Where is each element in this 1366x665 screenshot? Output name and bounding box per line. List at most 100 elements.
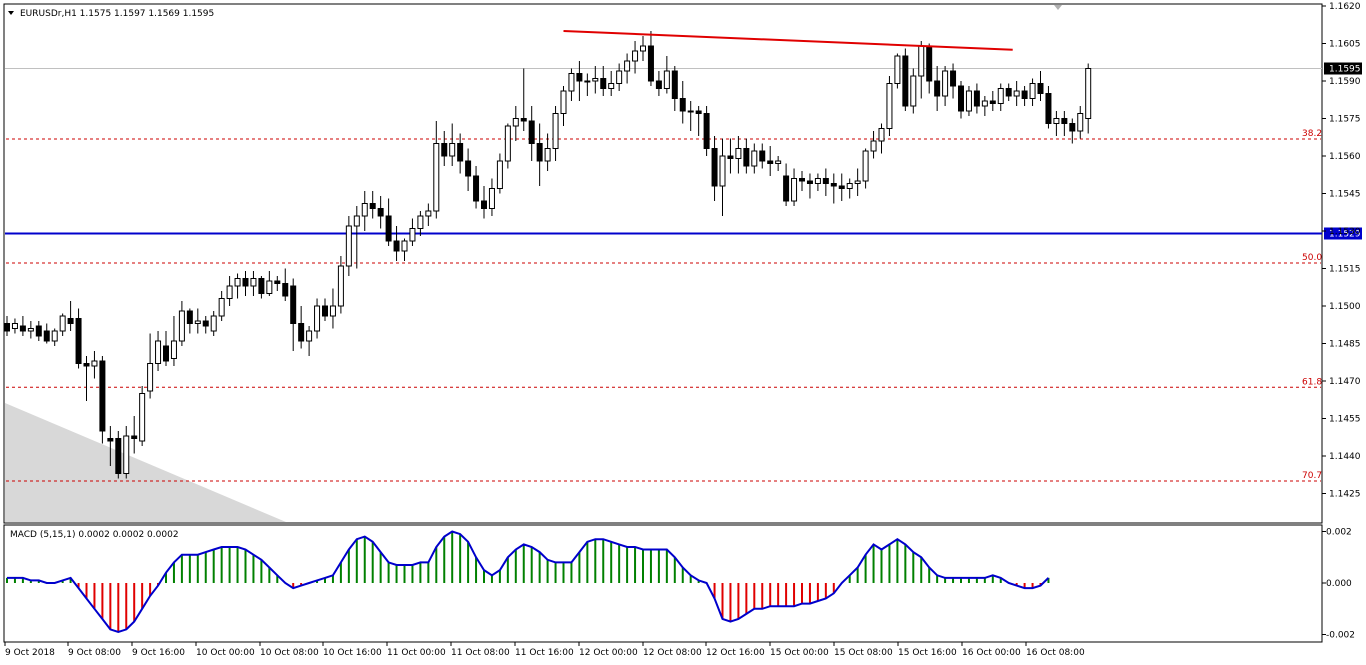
- price-tick-label: 1.1515: [1329, 265, 1361, 275]
- bearish-candle: [576, 73, 583, 82]
- bearish-candle: [799, 178, 805, 182]
- bullish-candle: [329, 305, 336, 317]
- bearish-candle: [830, 183, 837, 187]
- bullish-candle: [11, 323, 18, 329]
- bearish-candle: [83, 363, 90, 367]
- bearish-candle: [806, 180, 813, 184]
- bullish-candle: [51, 330, 58, 342]
- bullish-candle: [488, 188, 495, 209]
- bullish-candle: [449, 143, 456, 157]
- price-tick-label: 1.1500: [1329, 302, 1361, 312]
- bearish-candle: [441, 143, 448, 157]
- bullish-candle: [814, 178, 821, 184]
- bearish-candle: [783, 175, 790, 202]
- bearish-candle: [727, 155, 734, 159]
- bearish-candle: [298, 323, 305, 342]
- bearish-candle: [902, 55, 909, 107]
- time-tick-label: 15 Oct 08:00: [834, 648, 893, 658]
- bullish-candle: [632, 50, 639, 62]
- time-tick-label: 16 Oct 08:00: [1026, 648, 1085, 658]
- fib-level-label: 61.8: [1302, 377, 1322, 387]
- bearish-candle: [4, 323, 10, 332]
- chart-menu-triangle-icon[interactable]: [8, 11, 14, 15]
- time-axis: 9 Oct 2018 9 Oct 08:00 9 Oct 16:00 10 Oct 0…: [4, 642, 1085, 658]
- bearish-candle: [1061, 118, 1068, 124]
- bullish-candle: [846, 183, 853, 189]
- macd-tick-label: 0.002: [1326, 528, 1352, 538]
- bearish-candle: [258, 278, 265, 294]
- macd-panel[interactable]: MACD (5,15,1) 0.0002 0.0002 0.0002 0.002…: [3, 524, 1355, 643]
- candlesticks: [4, 31, 1092, 479]
- bullish-candle: [862, 150, 869, 182]
- bullish-candle: [568, 73, 575, 92]
- bearish-candle: [1069, 123, 1076, 132]
- shaded-triangle-region: [5, 403, 286, 522]
- price-tick-label: 1.1560: [1329, 152, 1361, 162]
- bearish-candle: [1037, 83, 1044, 94]
- bullish-candle: [997, 88, 1004, 104]
- bearish-candle: [35, 325, 42, 337]
- bullish-candle: [504, 125, 511, 162]
- bearish-candle: [1021, 90, 1028, 99]
- time-tick-label: 10 Oct 16:00: [323, 648, 382, 658]
- bearish-candle: [75, 318, 82, 364]
- time-tick-label: 11 Oct 00:00: [387, 648, 446, 658]
- bullish-candle: [1077, 113, 1084, 132]
- bullish-candle: [775, 160, 782, 164]
- bullish-candle: [210, 315, 217, 332]
- bearish-candle: [695, 110, 702, 114]
- time-tick-label: 12 Oct 08:00: [643, 648, 702, 658]
- price-tick-label: 1.1575: [1329, 115, 1361, 125]
- time-tick-label: 11 Oct 16:00: [515, 648, 574, 658]
- bearish-candle: [19, 325, 26, 332]
- price-tick-label: 1.1440: [1329, 452, 1361, 462]
- bearish-candle: [600, 78, 607, 89]
- bullish-candle: [123, 435, 130, 474]
- bearish-candle: [1045, 93, 1052, 124]
- macd-signal-line: [7, 530, 1050, 633]
- bullish-candle: [314, 305, 321, 332]
- price-tick-label: 1.1470: [1329, 377, 1361, 387]
- bullish-candle: [608, 83, 615, 89]
- bearish-candle: [838, 185, 845, 189]
- bullish-candle: [560, 90, 567, 114]
- bullish-candle: [91, 360, 98, 367]
- bullish-candle: [616, 70, 623, 84]
- bearish-candle: [457, 143, 464, 162]
- current-price-label: 1.1595: [1329, 65, 1361, 75]
- price-tick-label: 1.1620: [1329, 2, 1361, 12]
- price-tick-label: 1.1530: [1329, 227, 1361, 237]
- bullish-candle: [496, 160, 503, 189]
- support-price-label: 1.1529: [1329, 230, 1361, 240]
- bullish-candle: [592, 78, 599, 82]
- fib-level-label: 50.0: [1302, 253, 1322, 263]
- bullish-candle: [854, 180, 861, 184]
- bearish-candle: [1005, 88, 1012, 97]
- bullish-candle: [361, 203, 368, 217]
- bearish-candle: [989, 100, 996, 104]
- bullish-candle: [433, 143, 440, 212]
- bullish-candle: [59, 315, 66, 332]
- bullish-candle: [552, 113, 559, 149]
- bullish-candle: [918, 45, 925, 77]
- shift-marker-icon[interactable]: [1054, 5, 1062, 10]
- bearish-candle: [711, 148, 718, 187]
- bearish-candle: [242, 278, 249, 287]
- price-panel[interactable]: 38.2 50.0 61.8 70.7 EURUSDr,H1 1.1575 1.159…: [3, 3, 1323, 524]
- bullish-candle: [401, 240, 408, 252]
- time-tick-label: 12 Oct 00:00: [579, 648, 638, 658]
- current-price-tag: [1324, 62, 1362, 75]
- bullish-candle: [719, 155, 726, 187]
- bearish-candle: [759, 150, 766, 162]
- resistance-trendline[interactable]: [563, 30, 1013, 51]
- bearish-candle: [131, 435, 138, 439]
- bearish-candle: [186, 310, 193, 324]
- bearish-candle: [67, 318, 74, 324]
- macd-histogram: [6, 531, 1050, 632]
- bullish-candle: [910, 75, 917, 107]
- bearish-candle: [950, 70, 957, 87]
- bullish-candle: [266, 280, 273, 294]
- bullish-candle: [139, 393, 146, 442]
- bearish-candle: [107, 438, 114, 442]
